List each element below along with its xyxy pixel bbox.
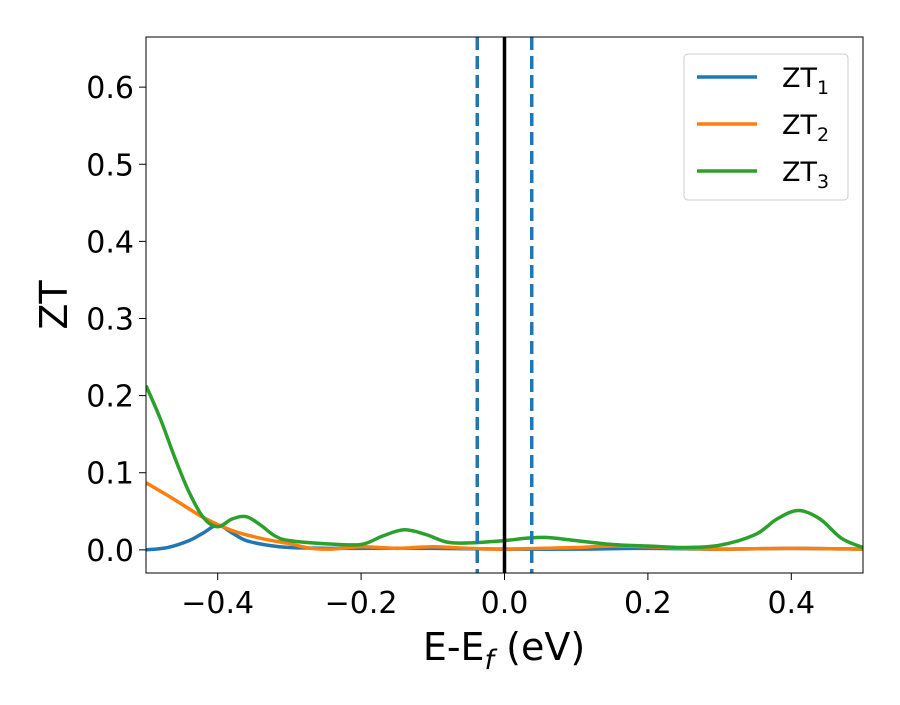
legend-label-zt3: ZT3	[782, 157, 829, 193]
x-tick-label: −0.4	[181, 586, 254, 621]
legend-label-zt2: ZT2	[782, 110, 829, 146]
x-tick-label: 0.2	[624, 586, 672, 621]
y-tick-label: 0.6	[86, 71, 134, 106]
legend-label-base: ZT	[782, 63, 817, 94]
plot-area	[146, 37, 863, 573]
y-axis-label: ZT	[32, 280, 76, 330]
series-group	[146, 37, 863, 573]
series-line-zt3	[146, 384, 863, 550]
axes-ticks: −0.4 −0.2 0.0 0.2 0.4 0.0 0.1 0.2 0.3 0.4 0.5 0.6	[86, 71, 815, 621]
legend-label-base: ZT	[782, 110, 817, 141]
legend-box	[683, 53, 849, 201]
legend-label-zt1: ZT1	[782, 63, 829, 99]
y-tick-label: 0.2	[86, 380, 134, 415]
x-axis-label-unit: (eV)	[494, 625, 585, 669]
y-tick-label: 0.5	[86, 148, 134, 183]
y-tick-label: 0.0	[86, 534, 134, 569]
x-tick-label: 0.4	[767, 586, 815, 621]
x-axis-label-main: E-E	[423, 625, 485, 669]
legend-label-subscript: 3	[817, 171, 829, 193]
x-tick-label: −0.2	[325, 586, 398, 621]
y-tick-label: 0.4	[86, 225, 134, 260]
x-tick-label: 0.0	[481, 586, 529, 621]
legend-label-subscript: 1	[817, 77, 829, 99]
legend-label-base: ZT	[782, 157, 817, 188]
legend-label-subscript: 2	[817, 124, 829, 146]
x-axis-label: E-Ef (eV)	[423, 625, 585, 676]
y-tick-label: 0.3	[86, 302, 134, 337]
y-tick-label: 0.1	[86, 457, 134, 492]
